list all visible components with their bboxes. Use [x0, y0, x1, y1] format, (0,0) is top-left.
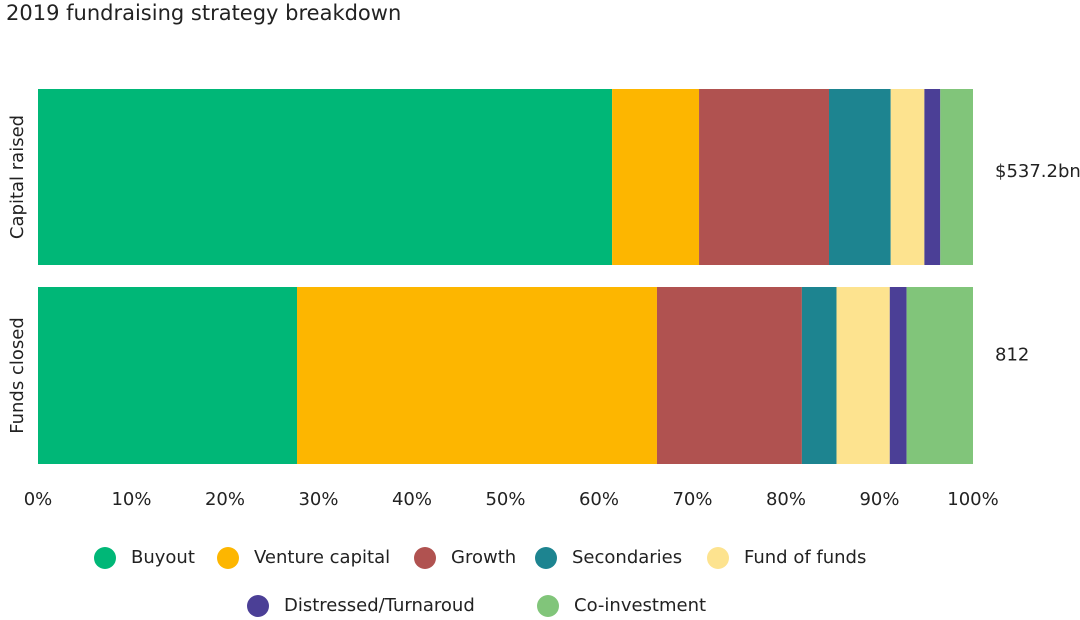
x-tick-label: 60% — [579, 489, 619, 510]
x-tick-label: 40% — [392, 489, 432, 510]
chart-title: 2019 fundraising strategy breakdown — [6, 1, 401, 25]
total-label: 812 — [995, 345, 1029, 366]
legend-swatch — [94, 547, 116, 569]
bar-segment — [906, 287, 973, 464]
legend-swatch — [414, 547, 436, 569]
bar-segment — [656, 287, 802, 464]
x-tick-label: 0% — [24, 489, 53, 510]
x-tick-label: 10% — [111, 489, 151, 510]
total-label: $537.2bn — [995, 161, 1080, 182]
category-label: Capital raised — [7, 115, 28, 239]
x-tick-label: 80% — [766, 489, 806, 510]
legend-swatch — [537, 595, 559, 617]
x-tick-label: 70% — [672, 489, 712, 510]
legend-swatch — [707, 547, 729, 569]
bar-segment — [38, 89, 613, 265]
legend-label: Fund of funds — [744, 547, 866, 568]
x-tick-label: 30% — [298, 489, 338, 510]
legend-label: Venture capital — [254, 547, 390, 568]
bar-segment — [889, 287, 907, 464]
legend-label: Secondaries — [572, 547, 682, 568]
bar-segment — [612, 89, 700, 265]
legend-label: Distressed/Turnaroud — [284, 595, 475, 616]
legend-swatch — [247, 595, 269, 617]
bar-segment — [829, 89, 891, 265]
x-tick-label: 100% — [947, 489, 998, 510]
bar-segment — [801, 287, 837, 464]
bar-segment — [296, 287, 657, 464]
category-label: Funds closed — [7, 317, 28, 434]
legend-label: Co-investment — [574, 595, 706, 616]
x-tick-label: 90% — [859, 489, 899, 510]
bar-segment — [38, 287, 297, 464]
bar-segment — [940, 89, 973, 265]
legend-swatch — [217, 547, 239, 569]
bar-segment — [699, 89, 830, 265]
x-tick-label: 20% — [205, 489, 245, 510]
bar-segment — [924, 89, 941, 265]
bar-segment — [890, 89, 925, 265]
legend-label: Buyout — [131, 547, 195, 568]
legend-swatch — [535, 547, 557, 569]
bar-segment — [836, 287, 890, 464]
x-tick-label: 50% — [485, 489, 525, 510]
legend-label: Growth — [451, 547, 516, 568]
